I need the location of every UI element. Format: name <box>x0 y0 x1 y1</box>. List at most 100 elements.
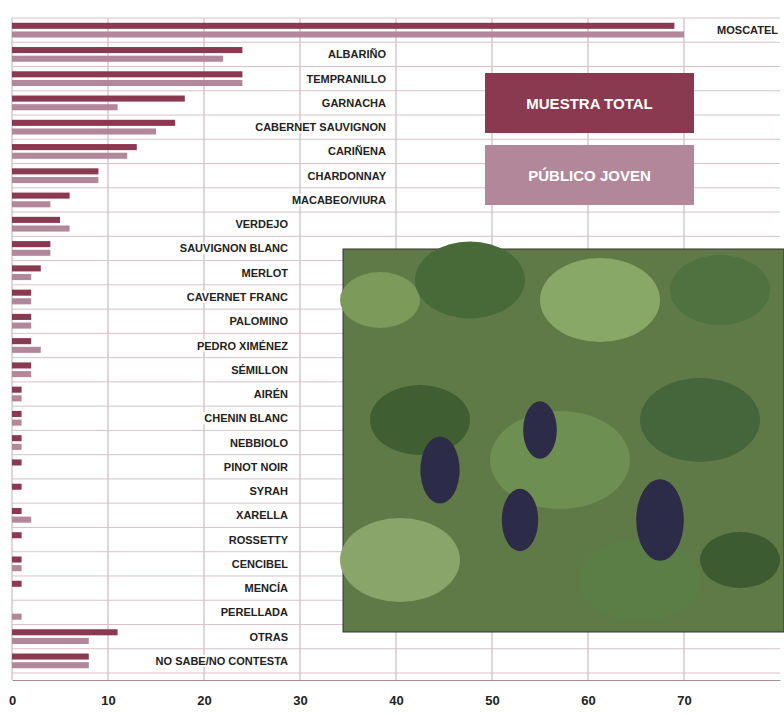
legend-swatch <box>485 73 694 133</box>
bar <box>12 654 89 660</box>
photo-leaf <box>340 518 460 602</box>
bar <box>12 484 22 490</box>
bar <box>12 274 31 280</box>
legend-label: MUESTRA TOTAL <box>526 95 652 112</box>
label-background <box>229 558 292 570</box>
tick-label: 60 <box>581 693 595 708</box>
category-label: CAVERNET FRANC <box>187 291 288 303</box>
bar <box>12 241 50 247</box>
bar <box>12 581 22 587</box>
bar <box>12 420 22 426</box>
tick-label: 20 <box>197 693 211 708</box>
label-background <box>228 364 291 376</box>
category-label: MACABEO/VIURA <box>292 194 386 206</box>
photo-grapes <box>502 489 538 551</box>
tick: 20 <box>197 680 211 708</box>
bar <box>12 362 31 368</box>
bar <box>12 177 98 183</box>
bar <box>12 47 242 53</box>
bar <box>12 468 13 474</box>
tick-label: 30 <box>293 693 307 708</box>
grid-line-y <box>12 648 780 649</box>
label-background <box>218 606 291 618</box>
category-label: CHENIN BLANC <box>204 412 288 424</box>
category-label: TEMPRANILLO <box>307 73 387 85</box>
tick-label: 0 <box>9 693 16 708</box>
category-label: MERLOT <box>242 267 289 279</box>
category-label: NEBBIOLO <box>230 437 289 449</box>
photo-grapes <box>420 436 459 503</box>
label-background <box>221 461 291 473</box>
bar <box>12 605 13 611</box>
label-background <box>305 170 390 182</box>
bar <box>12 662 89 668</box>
category-label: CENCIBEL <box>232 558 289 570</box>
photo-leaf <box>670 255 770 325</box>
bar <box>12 290 31 296</box>
label-background <box>251 388 291 400</box>
category-label: XARELLA <box>236 509 288 521</box>
bar <box>12 153 127 159</box>
bar <box>12 338 31 344</box>
category-label: SÉMILLON <box>231 364 288 376</box>
tick: 10 <box>101 680 115 708</box>
bar <box>12 395 22 401</box>
bar <box>12 517 31 523</box>
tick: 0 <box>9 680 16 708</box>
tick: 40 <box>389 680 403 708</box>
category-label: CABERNET SAUVIGNON <box>255 121 386 133</box>
label-background <box>246 485 291 497</box>
category-label: MOSCATEL <box>717 24 778 36</box>
bar <box>12 217 60 223</box>
label-background <box>194 340 291 352</box>
bar <box>12 638 89 644</box>
label-background <box>304 73 390 85</box>
category-label: SAUVIGNON BLANC <box>180 242 288 254</box>
bar <box>12 298 31 304</box>
label-background <box>242 582 291 594</box>
bar <box>12 96 185 102</box>
bar <box>12 168 98 174</box>
bar <box>12 265 41 271</box>
label-background <box>289 194 389 206</box>
label-background <box>201 412 291 424</box>
bar <box>12 614 22 620</box>
grid-line-y <box>12 139 780 140</box>
tick-label: 70 <box>677 693 691 708</box>
category-label: AIRÉN <box>254 388 288 400</box>
grid-line-y <box>12 42 780 43</box>
bar <box>12 31 684 37</box>
category-label: PINOT NOIR <box>224 461 288 473</box>
photo-grapes <box>636 479 684 561</box>
bar <box>12 144 137 150</box>
label-background <box>227 315 292 327</box>
bar <box>12 347 41 353</box>
photo-leaf <box>415 242 525 319</box>
grid-line-y <box>12 673 780 674</box>
tick: 50 <box>485 680 499 708</box>
bar <box>12 23 674 29</box>
bar <box>12 201 50 207</box>
bar <box>12 120 175 126</box>
category-label: PERELLADA <box>221 606 288 618</box>
bar <box>12 104 118 110</box>
bar <box>12 541 13 547</box>
tick-label: 50 <box>485 693 499 708</box>
grid-line-x <box>300 18 301 680</box>
bar <box>12 128 156 134</box>
category-label: ALBARIÑO <box>328 48 386 60</box>
bar <box>12 193 70 199</box>
bar <box>12 314 31 320</box>
bar <box>12 226 70 232</box>
label-background <box>184 291 291 303</box>
label-background <box>233 509 291 521</box>
label-background <box>325 48 389 60</box>
photo-leaf <box>540 258 660 342</box>
grid-line-x <box>108 18 109 680</box>
category-label: OTRAS <box>250 631 289 643</box>
label-background <box>319 97 389 109</box>
category-label: PALOMINO <box>230 315 289 327</box>
photo-leaf <box>340 272 420 328</box>
bar <box>12 80 242 86</box>
tick: 60 <box>581 680 595 708</box>
